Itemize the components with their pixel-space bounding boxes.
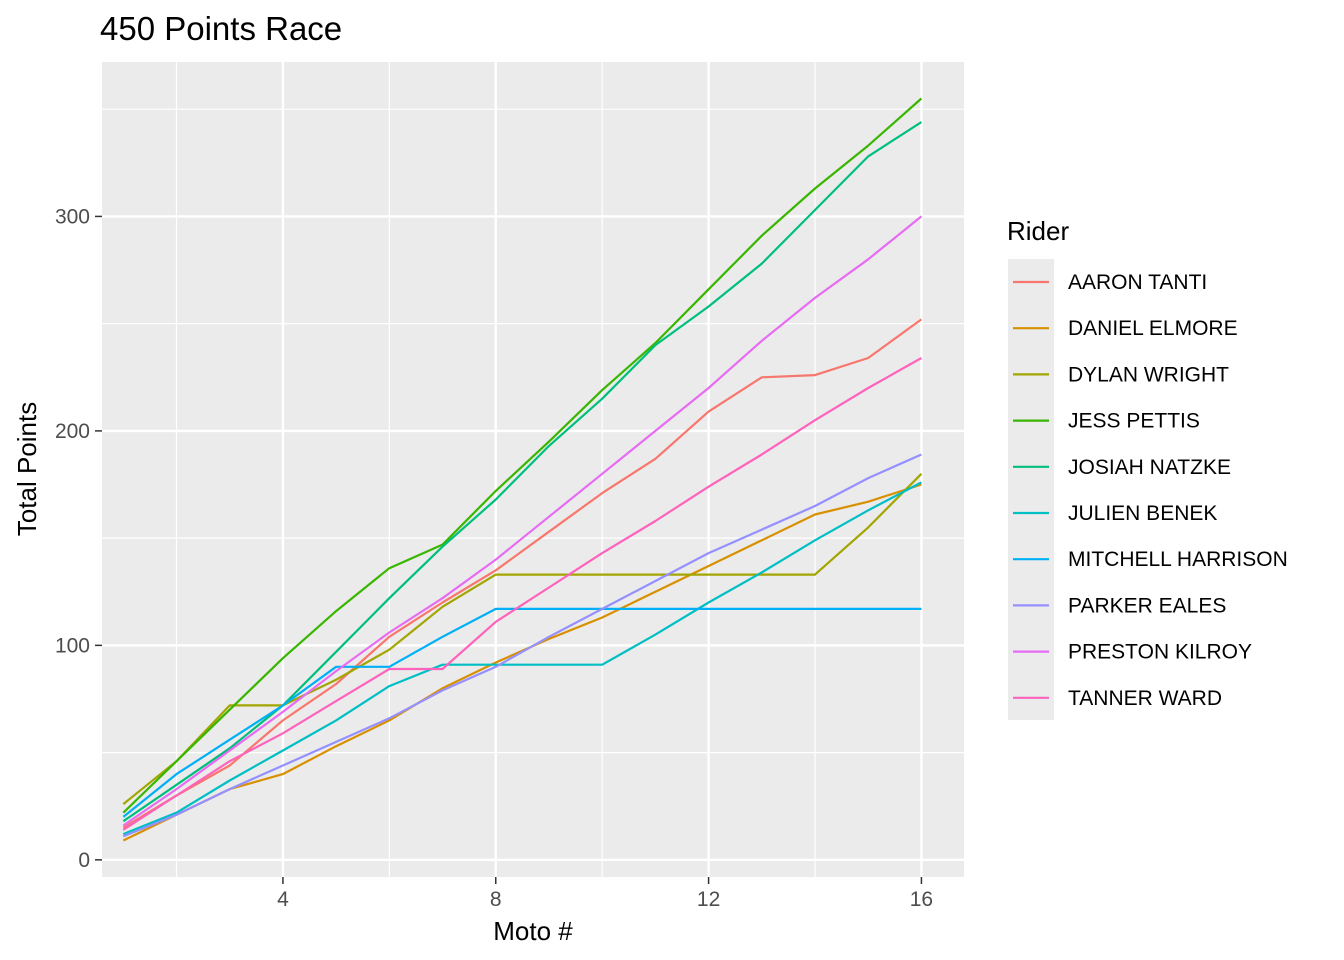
legend-label-parker-eales: PARKER EALES: [1068, 594, 1226, 617]
legend-label-dylan-wright: DYLAN WRIGHT: [1068, 363, 1229, 386]
legend-key-background: [1008, 259, 1054, 720]
y-tick-label: 200: [55, 420, 90, 443]
chart-title: 450 Points Race: [100, 10, 342, 47]
x-tick-label: 4: [277, 888, 289, 911]
x-tick-label: 16: [910, 888, 933, 911]
legend-title: Rider: [1007, 216, 1069, 246]
legend-label-tanner-ward: TANNER WARD: [1068, 687, 1222, 710]
legend-label-preston-kilroy: PRESTON KILROY: [1068, 641, 1252, 664]
series-line-jess-pettis: [122, 97, 923, 814]
plot-panel: [102, 62, 964, 877]
series-line-mitchell-harrison: [122, 607, 922, 818]
legend: Rider AARON TANTI DANIEL ELMORE DYLAN WRIG…: [1007, 216, 1288, 720]
legend-label-daniel-elmore: DANIEL ELMORE: [1068, 317, 1238, 340]
legend-label-julien-benek: JULIEN BENEK: [1068, 502, 1217, 525]
x-tick-label: 8: [490, 888, 502, 911]
legend-label-mitchell-harrison: MITCHELL HARRISON: [1068, 548, 1288, 571]
legend-label-jess-pettis: JESS PETTIS: [1068, 410, 1200, 433]
series-line-julien-benek: [122, 481, 922, 836]
series-line-tanner-ward: [122, 357, 922, 831]
series-line-josiah-natzke: [122, 121, 922, 823]
legend-label-josiah-natzke: JOSIAH NATZKE: [1068, 456, 1231, 479]
x-axis-title: Moto #: [493, 916, 573, 946]
series-line-aaron-tanti: [122, 318, 923, 829]
y-tick-label: 300: [55, 205, 90, 228]
major-gridlines: [102, 62, 964, 877]
minor-gridlines: [102, 62, 964, 877]
y-axis-title: Total Points: [12, 402, 42, 536]
series-line-parker-eales: [122, 453, 922, 838]
y-tick-label: 100: [55, 634, 90, 657]
x-tick-label: 12: [697, 888, 720, 911]
legend-label-aaron-tanti: AARON TANTI: [1068, 271, 1207, 294]
y-tick-label: 0: [78, 849, 90, 872]
y-axis: 0 100 200 300: [55, 205, 102, 872]
series-line-dylan-wright: [122, 473, 923, 805]
x-axis: 4 8 12 16: [277, 877, 933, 911]
series-line-preston-kilroy: [122, 215, 923, 827]
series-lines: [122, 97, 923, 842]
